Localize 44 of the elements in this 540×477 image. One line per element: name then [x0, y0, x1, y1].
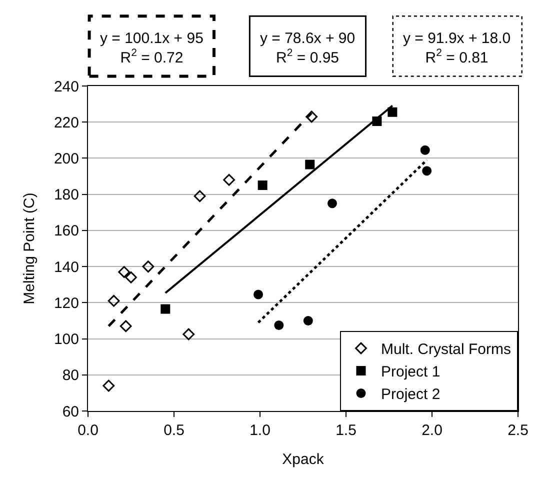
point [182, 328, 195, 340]
point [303, 316, 313, 326]
y-axis-title: Melting Point (C) [21, 192, 38, 304]
point [274, 320, 284, 330]
point [223, 174, 235, 186]
y-tick-label: 120 [54, 294, 79, 312]
point [258, 180, 268, 190]
text: y = 100.1x + 95 R$^{2}$ = 0.72 [100, 30, 204, 66]
point [306, 110, 318, 123]
point [120, 320, 132, 332]
x-tick-label: 2.5 [508, 422, 528, 439]
x-axis-title: Xpack [282, 451, 324, 468]
y-tick-label: 80 [62, 367, 79, 384]
x-tick-label: 0.5 [164, 422, 184, 439]
x-tick-label: 0.0 [78, 422, 98, 439]
legend-label: Project 1 [381, 364, 440, 381]
y-tick-label: 100 [54, 331, 79, 348]
y-tick-label: 160 [54, 222, 79, 240]
point [194, 190, 206, 202]
point [125, 271, 137, 284]
y-tick-label: 180 [54, 186, 79, 204]
point [388, 107, 398, 117]
y-tick-label: 220 [54, 114, 79, 132]
y-tick-label: 140 [54, 258, 79, 276]
point [305, 160, 315, 170]
legend-label: Project 2 [381, 386, 440, 404]
point [160, 304, 170, 314]
point [102, 380, 115, 392]
point [254, 290, 264, 300]
point [142, 260, 154, 273]
y-tick-label: 200 [54, 150, 79, 168]
point [118, 266, 130, 278]
point [422, 166, 432, 176]
y-tick-label: 240 [54, 78, 79, 96]
point [420, 145, 430, 155]
point [108, 294, 120, 307]
x-tick-label: 2.0 [422, 422, 442, 439]
legend-label: Mult. Crystal Forms [381, 341, 512, 358]
x-tick-label: 1.5 [336, 422, 356, 439]
text: y = 78.6x + 90 R$^{2}$ = 0.95 [260, 30, 356, 66]
point [327, 198, 337, 208]
x-tick-label: 1.0 [250, 422, 270, 439]
text: y = 91.9x + 18.0 R$^{2}$ = 0.81 [403, 30, 511, 66]
y-tick-label: 60 [62, 403, 79, 420]
